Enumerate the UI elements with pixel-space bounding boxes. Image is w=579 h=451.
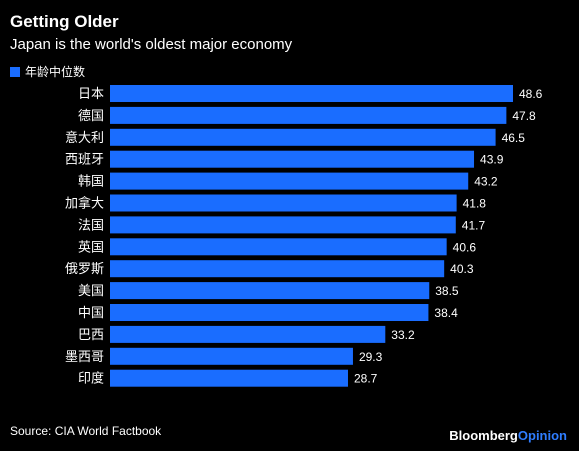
category-label: 日本	[78, 87, 104, 102]
bar	[110, 172, 469, 190]
bar	[110, 347, 353, 365]
category-label: 巴西	[78, 328, 104, 343]
category-label: 西班牙	[65, 153, 104, 168]
category-label: 加拿大	[65, 196, 104, 212]
value-label: 38.4	[434, 306, 458, 320]
bar	[110, 194, 457, 212]
value-label: 46.5	[502, 131, 526, 145]
bar	[110, 325, 386, 343]
brand-accent: Opinion	[517, 428, 567, 443]
source-note: Source: CIA World Factbook	[10, 424, 162, 438]
category-label: 俄罗斯	[65, 262, 104, 277]
bar	[110, 216, 456, 234]
bar-chart: 日本 48.6 德国 47.8 意大利 46.5 西班牙 43.9 韩国 43.2 加拿大 41.8 法…	[65, 85, 543, 387]
bar	[110, 260, 445, 278]
chart-title: Getting Older	[10, 12, 119, 31]
brand-main: Bloomberg	[449, 428, 518, 443]
legend-label: 年龄中位数	[25, 65, 86, 79]
bar	[110, 282, 430, 300]
value-label: 28.7	[354, 372, 378, 386]
bar	[110, 128, 496, 146]
category-label: 中国	[78, 306, 104, 321]
bar	[110, 369, 348, 387]
value-label: 47.8	[512, 109, 536, 123]
category-label: 印度	[78, 371, 104, 387]
value-label: 48.6	[519, 87, 543, 101]
category-label: 墨西哥	[65, 350, 104, 365]
value-label: 38.5	[435, 284, 459, 298]
category-label: 法国	[78, 218, 104, 233]
value-label: 43.2	[474, 175, 498, 189]
bar	[110, 85, 513, 102]
value-label: 43.9	[480, 153, 504, 167]
value-label: 41.8	[463, 197, 487, 211]
value-label: 41.7	[462, 218, 486, 232]
chart-subtitle: Japan is the world's oldest major econom…	[10, 36, 293, 53]
category-label: 德国	[78, 109, 104, 124]
value-label: 33.2	[391, 328, 415, 342]
legend-swatch	[10, 66, 20, 77]
value-label: 29.3	[359, 350, 383, 364]
bar	[110, 304, 429, 321]
bar	[110, 150, 475, 168]
bar	[110, 106, 507, 124]
category-label: 英国	[78, 240, 104, 255]
brand-logo: BloombergOpinion	[449, 428, 567, 443]
category-label: 意大利	[65, 130, 104, 146]
bar	[110, 238, 447, 256]
legend: 年龄中位数	[10, 63, 85, 80]
value-label: 40.3	[450, 262, 474, 276]
value-label: 40.6	[453, 240, 477, 254]
category-label: 美国	[78, 284, 104, 299]
category-label: 韩国	[78, 175, 104, 190]
